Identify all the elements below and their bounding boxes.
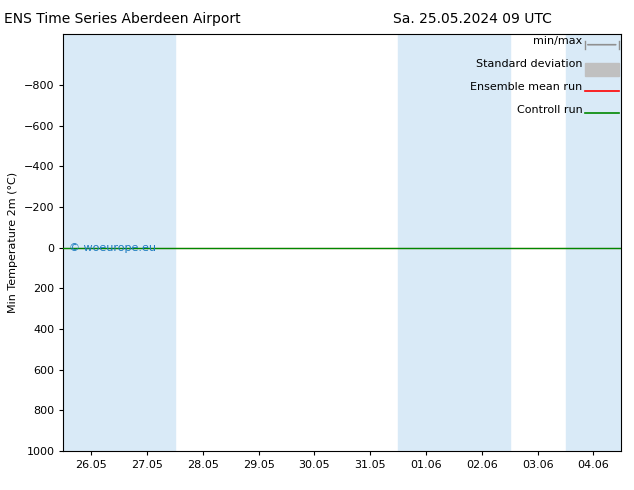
Y-axis label: Min Temperature 2m (°C): Min Temperature 2m (°C)	[8, 172, 18, 313]
Bar	[566, 34, 621, 451]
Text: Sa. 25.05.2024 09 UTC: Sa. 25.05.2024 09 UTC	[393, 12, 552, 26]
Text: Standard deviation: Standard deviation	[476, 59, 582, 69]
Bar	[398, 34, 510, 451]
Text: © woeurope.eu: © woeurope.eu	[69, 244, 156, 253]
FancyBboxPatch shape	[585, 63, 619, 76]
Text: min/max: min/max	[533, 36, 582, 47]
Text: Controll run: Controll run	[517, 105, 582, 115]
Text: Ensemble mean run: Ensemble mean run	[470, 82, 582, 92]
Bar	[63, 34, 175, 451]
Text: ENS Time Series Aberdeen Airport: ENS Time Series Aberdeen Airport	[4, 12, 241, 26]
